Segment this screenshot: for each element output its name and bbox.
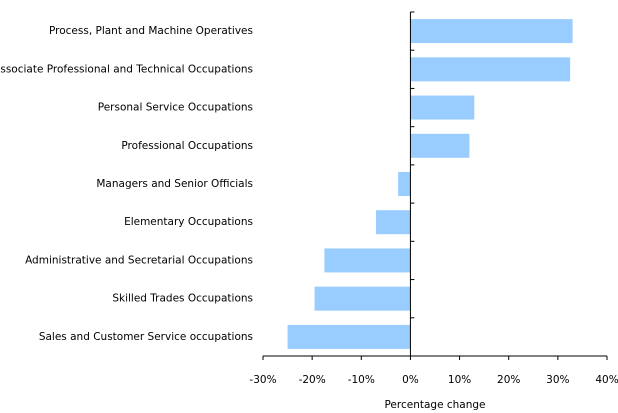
x-tick-label: 40% <box>595 374 618 386</box>
y-tick-label: Skilled Trades Occupations <box>112 293 253 305</box>
bar <box>398 172 411 196</box>
y-tick-label: Elementary Occupations <box>124 216 253 228</box>
bar <box>324 248 411 273</box>
y-tick-label: Process, Plant and Machine Operatives <box>49 25 253 37</box>
bar <box>376 210 411 235</box>
y-tick-label: Sales and Customer Service occupations <box>39 331 253 343</box>
x-tick-label: -10% <box>348 374 375 386</box>
y-tick-label: Professional Occupations <box>121 140 253 152</box>
y-tick-label: Managers and Senior Officials <box>96 178 253 190</box>
bar <box>410 57 571 82</box>
x-tick-label: 0% <box>402 374 419 386</box>
y-tick-label: Administrative and Secretarial Occupatio… <box>25 254 253 266</box>
bar <box>287 324 411 349</box>
bar <box>410 133 470 158</box>
x-tick-label: -20% <box>299 374 326 386</box>
x-tick-label: 10% <box>448 374 471 386</box>
bar <box>410 19 573 44</box>
y-tick-label: Personal Service Occupations <box>98 102 253 114</box>
x-axis-label: Percentage change <box>384 399 485 411</box>
bar <box>410 95 475 120</box>
x-tick-label: -30% <box>249 374 276 386</box>
x-tick-label: 30% <box>546 374 569 386</box>
y-tick-label: Associate Professional and Technical Occ… <box>0 63 253 75</box>
bar <box>314 286 411 311</box>
x-tick-label: 20% <box>497 374 520 386</box>
